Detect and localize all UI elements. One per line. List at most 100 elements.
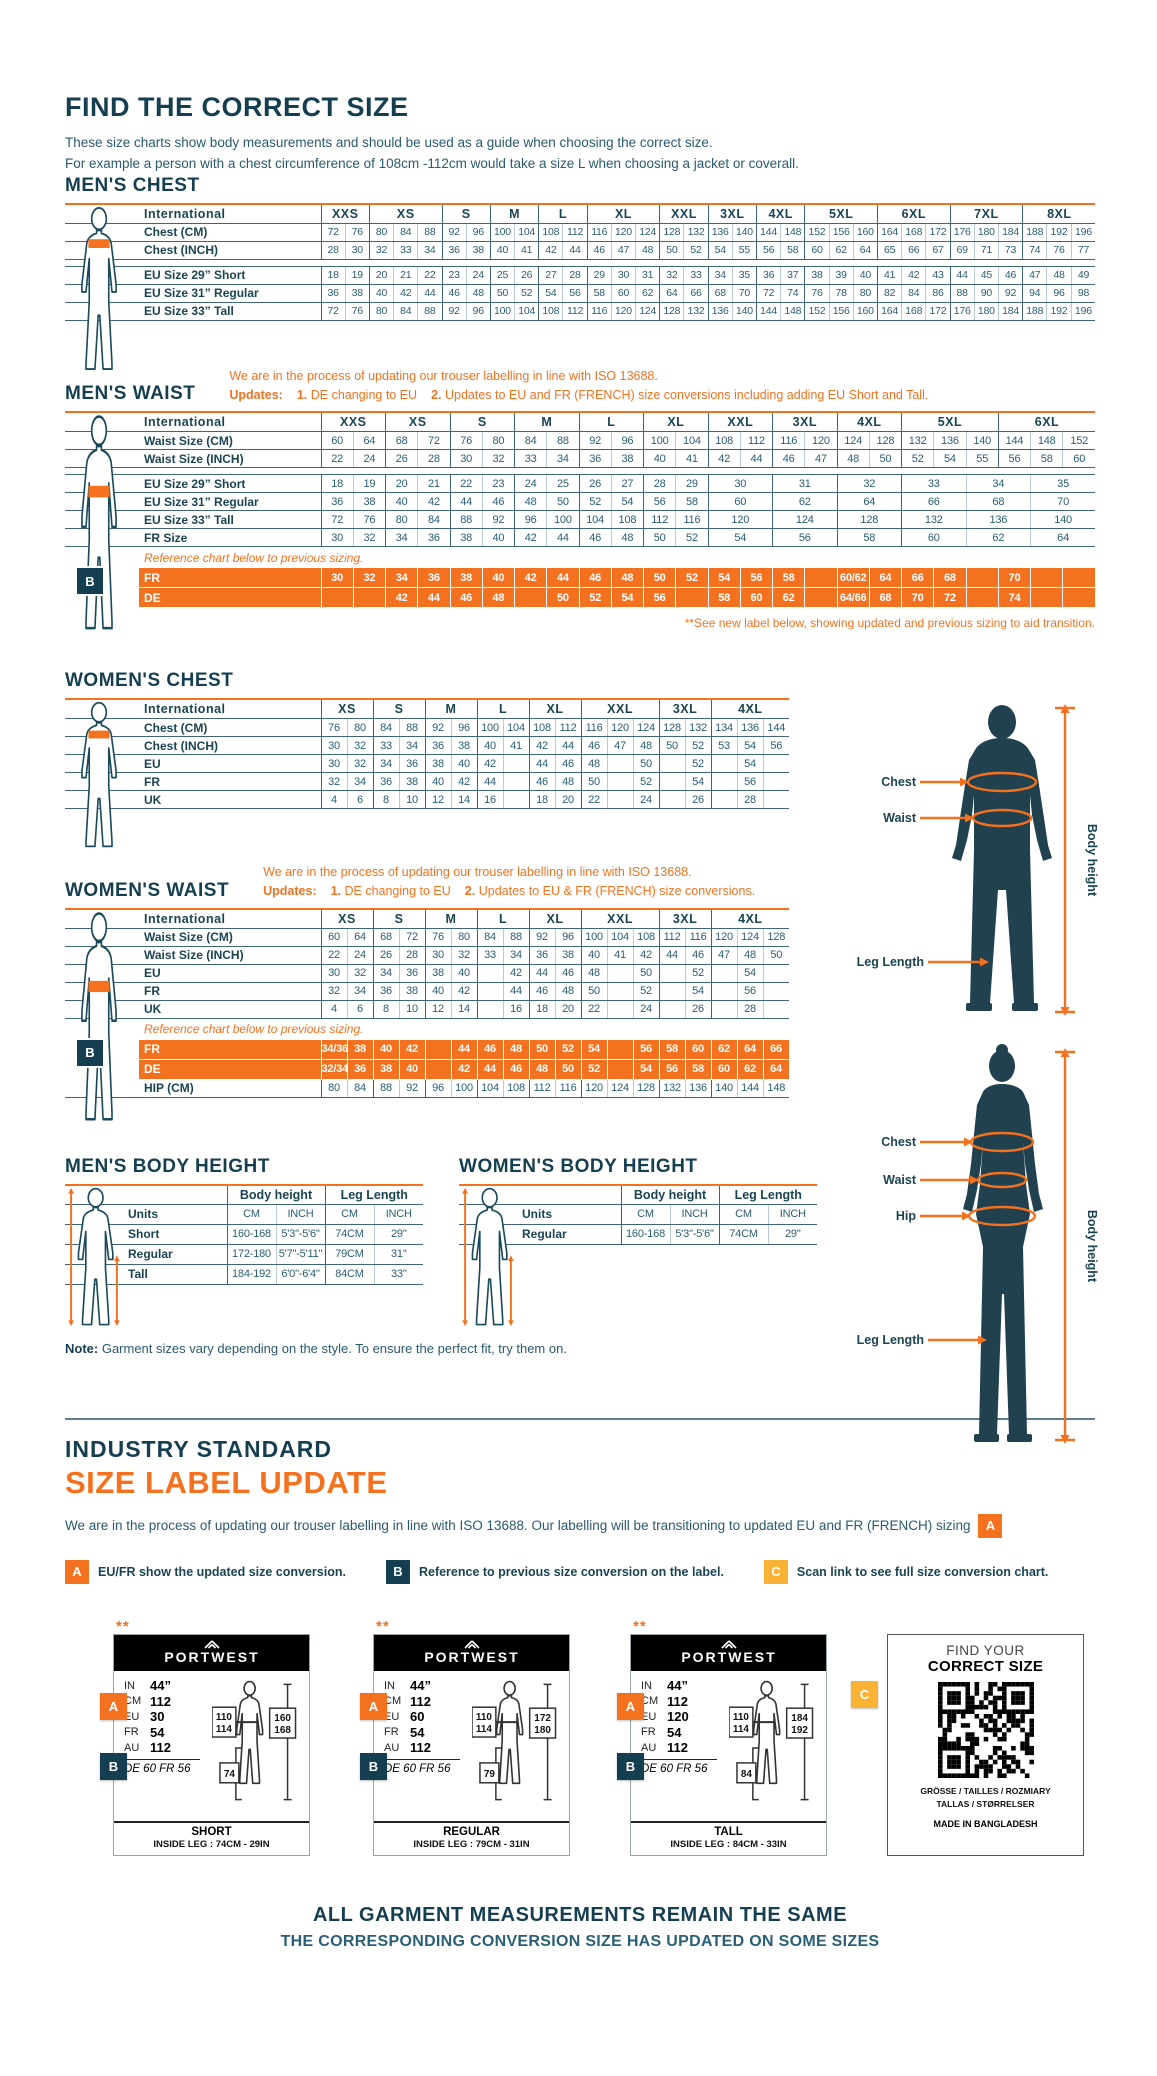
table-cell: 88	[399, 718, 426, 738]
table-cell: 10	[399, 790, 426, 810]
fit-name: REGULAR	[443, 1825, 500, 1838]
row-label: Units	[517, 1204, 622, 1225]
badge-b: B	[100, 1752, 127, 1780]
table-cell: 86	[925, 284, 951, 303]
intro-line-2: For example a person with a chest circum…	[65, 155, 799, 171]
svg-text:84: 84	[740, 1769, 752, 1780]
table-cell: 116	[581, 718, 608, 738]
table-cell: 44	[546, 528, 580, 548]
table-cell: 39	[829, 266, 854, 285]
table-cell: 50	[546, 492, 580, 512]
table-cell: 46	[482, 492, 516, 512]
table-cell: 41	[877, 266, 903, 285]
table-cell: 33	[373, 736, 400, 756]
intro-text: These size charts show body measurements…	[65, 133, 1095, 175]
body-height-label: Body height	[1085, 1210, 1099, 1283]
chest-label: Chest	[881, 775, 917, 789]
table-cell: 100	[490, 223, 516, 242]
table-cell: 4XL	[711, 908, 790, 929]
find-your: FIND YOUR	[946, 1642, 1025, 1658]
table-cell: 40	[581, 946, 608, 965]
table-cell: 136	[708, 302, 733, 321]
table-cell: 19	[345, 266, 370, 285]
table-cell: 108	[529, 718, 556, 738]
table-cell: S	[373, 699, 426, 720]
table-cell: 156	[829, 302, 854, 321]
table-cell: 44	[451, 1039, 478, 1060]
row-label: Waist Size (CM)	[139, 431, 322, 451]
table-cell: 76	[353, 510, 387, 530]
table-cell: 50	[490, 284, 516, 303]
table-cell: 92	[579, 431, 612, 451]
table-cell: 84	[477, 928, 504, 947]
table-cell: 56	[643, 587, 677, 609]
table-cell: 180	[974, 223, 999, 242]
row-label: EU Size 33” Tall	[139, 302, 322, 321]
table-cell: 4XL	[711, 699, 790, 720]
table-cell: 30	[611, 266, 637, 285]
table-cell: 48	[503, 1039, 530, 1060]
badge-a: A	[360, 1692, 387, 1720]
table-cell: 48	[482, 587, 516, 609]
table-cell: XL	[587, 203, 661, 224]
table-cell: 144	[756, 223, 782, 242]
table-cell: 96	[611, 431, 645, 451]
table-cell: 88	[450, 510, 483, 530]
table-cell: 60	[740, 587, 774, 609]
table-cell: 64	[869, 568, 903, 589]
table-cell: 4XL	[756, 203, 806, 224]
table-cell: 46	[579, 568, 612, 589]
table-cell: 19	[353, 474, 387, 494]
table-cell: 34	[399, 736, 426, 756]
body-chest-icon	[81, 702, 117, 848]
table-cell: 92	[442, 302, 467, 321]
correct-size: CORRECT SIZE	[927, 1657, 1044, 1675]
body-height-row: MEN'S BODY HEIGHT Body height Leg Length U…	[65, 1156, 818, 1327]
size-table: International XS S M L XL XXL 3XL 4XL Chest (CM) 7…	[65, 698, 790, 810]
table-cell: 42	[538, 241, 564, 260]
table-cell: 60	[711, 1059, 738, 1080]
table-cell: 40	[477, 736, 504, 756]
table-cell: 31	[772, 474, 838, 494]
table-cell: 34	[385, 528, 419, 548]
row-label: EU Size 31” Regular	[139, 492, 322, 512]
table-cell: 84	[393, 302, 419, 321]
table-cell: 50	[546, 587, 580, 609]
table-cell: 112	[740, 431, 774, 451]
table-cell: 116	[675, 510, 709, 530]
table-cell: 112	[659, 928, 686, 947]
table-cell: 84	[373, 718, 400, 738]
table-cell: INCH	[276, 1204, 326, 1225]
table-cell	[477, 982, 504, 1001]
qr-code	[937, 1681, 1034, 1778]
table-cell: 96	[555, 928, 582, 947]
table-cell: 34	[546, 449, 580, 469]
row-label: Regular	[123, 1244, 228, 1265]
table-cell: 148	[780, 223, 806, 242]
table-cell: 54	[708, 528, 774, 548]
table-cell: 30	[321, 528, 354, 548]
table-cell: 8	[373, 1000, 400, 1019]
table-cell: 160	[853, 223, 878, 242]
table-cell: 132	[683, 302, 709, 321]
body-waist-icon	[81, 912, 117, 1121]
table-cell: 184	[998, 302, 1024, 321]
table-cell: 14	[451, 1000, 478, 1019]
table-cell: 52	[901, 449, 935, 469]
table-cell: 50	[659, 241, 685, 260]
table-cell	[607, 772, 634, 792]
table-cell: 48	[837, 449, 870, 469]
size-label-update-heading: SIZE LABEL UPDATE	[65, 1464, 388, 1500]
table-cell: 172	[925, 223, 951, 242]
table-cell: 188	[1022, 302, 1048, 321]
table-cell: XL	[643, 412, 709, 433]
table-cell: 40	[482, 528, 516, 548]
table-cell: 31	[635, 266, 661, 285]
table-cell: 104	[477, 1079, 504, 1098]
table-cell: 164	[877, 302, 903, 321]
table-cell: 52	[555, 1039, 582, 1060]
table-cell: 80	[385, 510, 419, 530]
table-cell: 36	[417, 528, 451, 548]
table-cell: 88	[503, 928, 530, 947]
table-cell	[477, 964, 504, 983]
